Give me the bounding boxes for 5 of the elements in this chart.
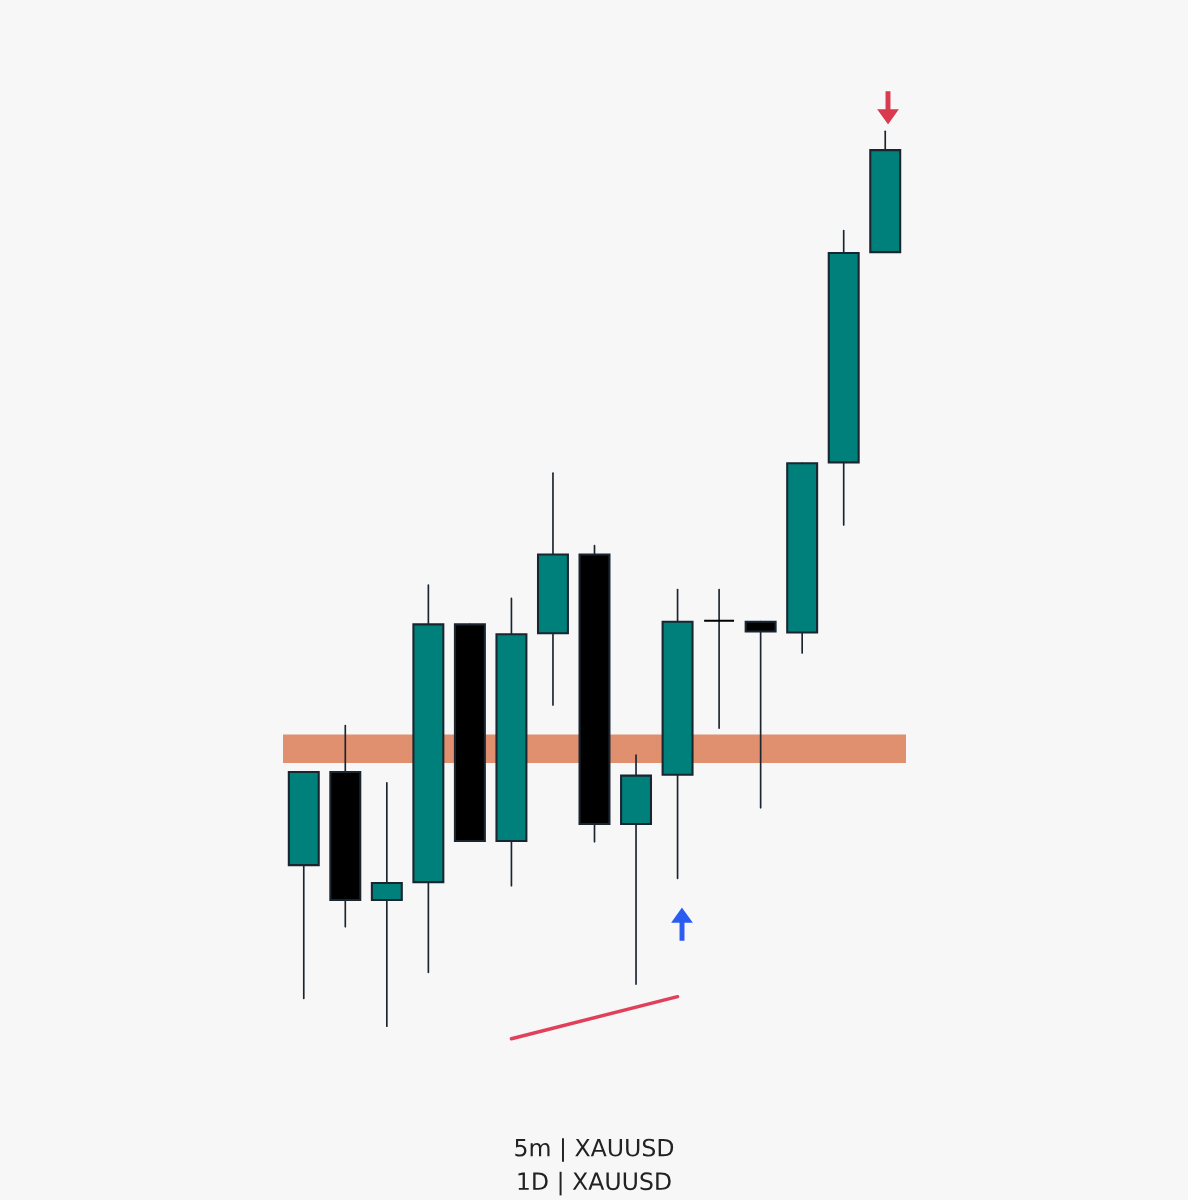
text: 5m | XAUUSD — [515, 1138, 674, 1162]
text: 1D | XAUUSD — [518, 1171, 671, 1196]
candlestick — [703, 588, 736, 730]
candlestick — [370, 781, 403, 1028]
candlestick — [744, 620, 777, 809]
